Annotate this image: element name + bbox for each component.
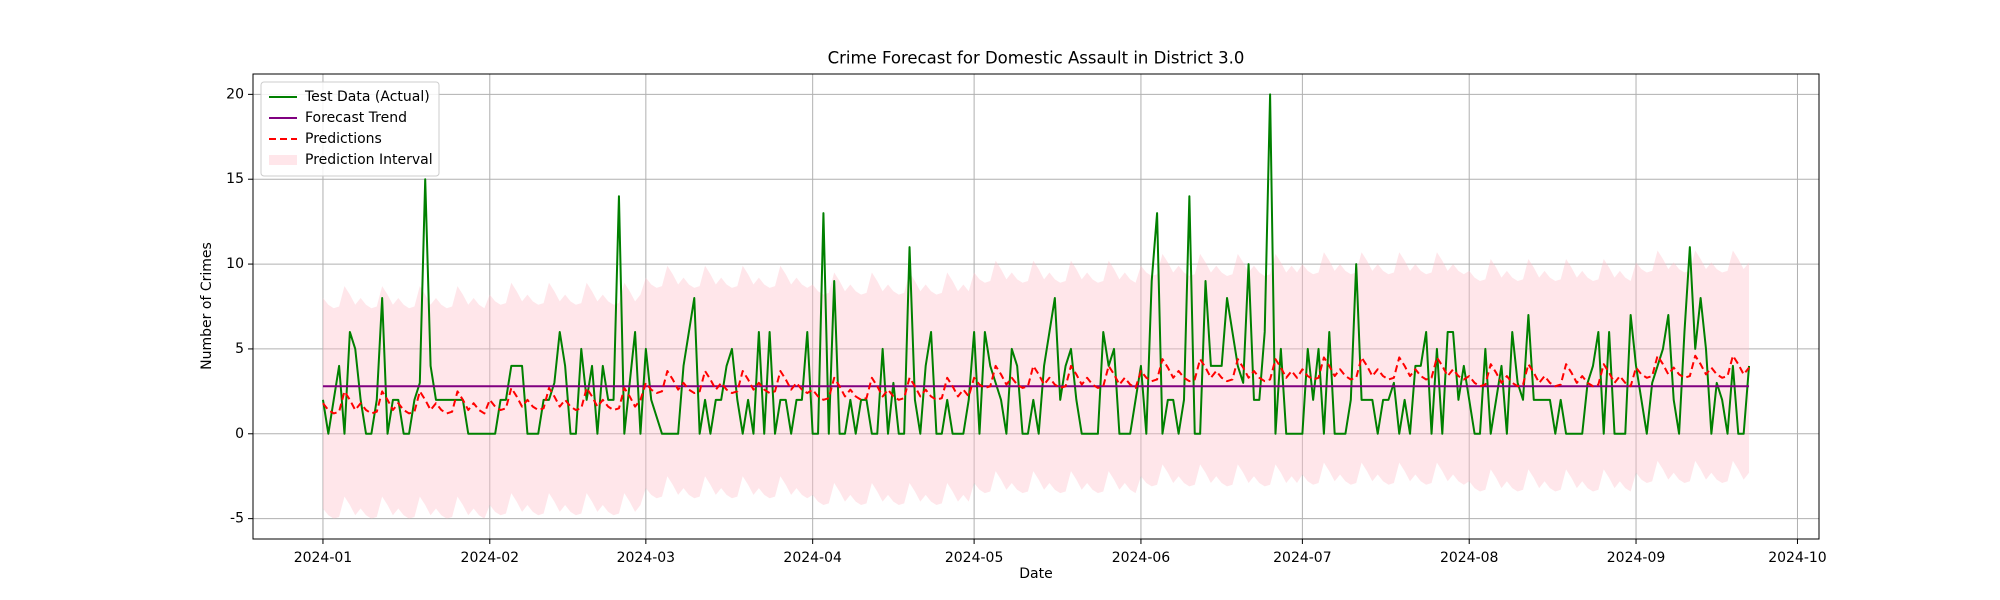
x-tick-label: 2024-08 [1440,550,1499,566]
y-tick-label: 0 [235,426,244,442]
y-tick-label: 15 [226,171,244,187]
chart-title: Crime Forecast for Domestic Assault in D… [828,49,1245,68]
x-tick-label: 2024-04 [783,550,842,566]
x-tick-label: 2024-10 [1768,550,1827,566]
x-tick-label: 2024-06 [1112,550,1171,566]
legend-label: Forecast Trend [305,110,407,126]
y-axis-label: Number of Crimes [199,242,215,370]
legend-label: Prediction Interval [305,152,433,168]
series-line [322,354,1750,415]
y-tick-label: 10 [226,256,244,272]
legend-label: Test Data (Actual) [304,89,430,105]
x-tick-label: 2024-05 [945,550,1004,566]
x-tick-label: 2024-03 [617,550,676,566]
plot-frame [252,73,1820,540]
prediction-interval [322,250,1750,519]
x-axis-label: Date [1019,566,1052,582]
legend: Test Data (Actual) Forecast Trend Predicti… [260,81,440,177]
y-tick-label: 5 [235,341,244,357]
legend-swatch [269,155,297,165]
x-tick-label: 2024-02 [461,550,520,566]
grid [253,74,1819,539]
y-tick-label: -5 [230,511,244,527]
x-tick-label: 2024-07 [1273,550,1332,566]
x-tick-label: 2024-09 [1607,550,1666,566]
legend-box [260,81,440,177]
legend-label: Predictions [305,131,382,147]
series-line [321,93,1751,435]
y-tick-label: 20 [226,86,244,102]
x-tick-label: 2024-01 [294,550,353,566]
